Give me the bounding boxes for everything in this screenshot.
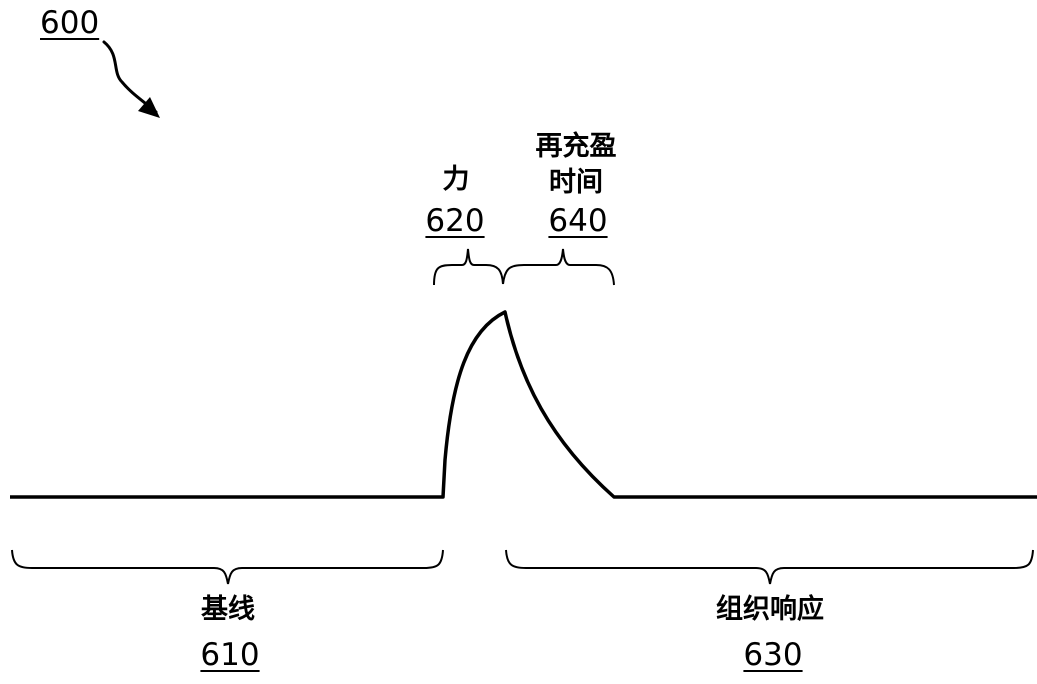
figure-pointer-arrow	[102, 40, 158, 114]
force-ref: 620	[425, 203, 485, 239]
tissue-response-label: 组织响应	[716, 594, 824, 625]
refill-ref: 640	[548, 203, 608, 239]
baseline-brace	[11, 549, 444, 585]
refill-label-line1: 再充盈	[535, 131, 617, 162]
tissue-response-brace	[505, 549, 1034, 585]
tissue-response-ref: 630	[743, 637, 803, 673]
baseline-ref: 610	[200, 637, 260, 673]
force-brace	[433, 248, 504, 286]
force-label: 力	[442, 164, 470, 195]
waveform-signal	[10, 310, 1037, 499]
figure-number: 600	[40, 5, 100, 41]
refill-label-line2: 时间	[549, 167, 603, 198]
figure-pointer-arrowhead	[138, 97, 160, 118]
baseline-label: 基线	[201, 594, 255, 625]
refill-brace	[502, 248, 615, 286]
